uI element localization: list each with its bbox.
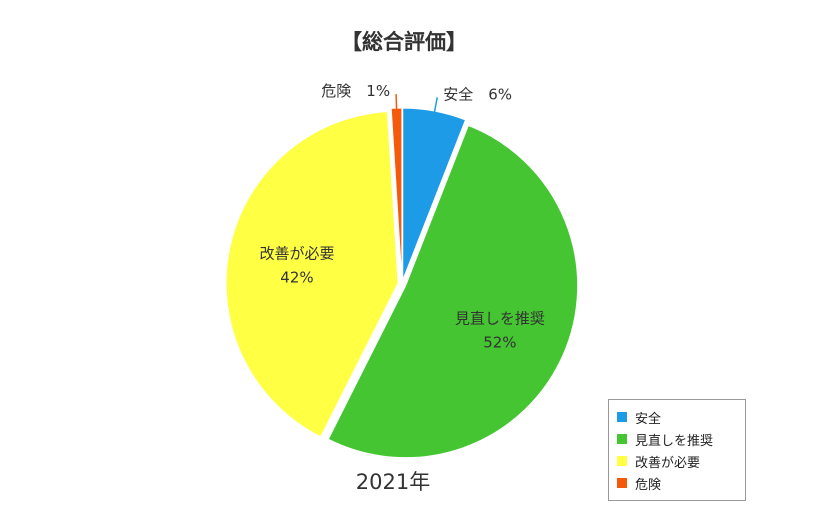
slice-4-label: 危険 1% [321, 82, 390, 100]
slice-1-label: 安全 6% [443, 85, 512, 103]
legend-swatch-4 [617, 478, 627, 488]
slice-labels: 安全 6% 見直しを推奨 52% 改善が必要 42% 危険 1% [259, 82, 544, 352]
legend-item-4: 危険 [617, 472, 745, 494]
legend: 安全見直しを推奨 改善が必要危険 [608, 399, 746, 501]
slice-3-label: 改善が必要 [259, 244, 334, 262]
slice-3 [225, 110, 399, 438]
slice-3-value-label: 42% [280, 268, 313, 286]
slice-2-value-label: 52% [483, 334, 516, 352]
legend-label-1: 安全 [635, 411, 662, 427]
legend-item-2: 見直しを推奨 [617, 428, 745, 450]
legend-swatch-3 [617, 456, 627, 466]
slice-1-leader [433, 97, 438, 114]
slice-2 [327, 124, 579, 459]
slice-2-label: 見直しを推奨 [455, 310, 545, 328]
chart-subtitle: 2021年 [356, 470, 430, 494]
legend-label-3: 改善が必要 [635, 455, 701, 471]
pie-slices [225, 107, 579, 459]
legend-swatch-1 [617, 412, 627, 422]
legend-label-4: 危険 [635, 477, 662, 493]
legend-swatch-2 [617, 434, 627, 444]
legend-item-3: 改善が必要 [617, 450, 745, 472]
legend-item-1: 安全 [617, 406, 745, 428]
chart-title: 【総合評価】 [341, 30, 467, 54]
legend-label-2: 見直しを推奨 [635, 433, 714, 449]
